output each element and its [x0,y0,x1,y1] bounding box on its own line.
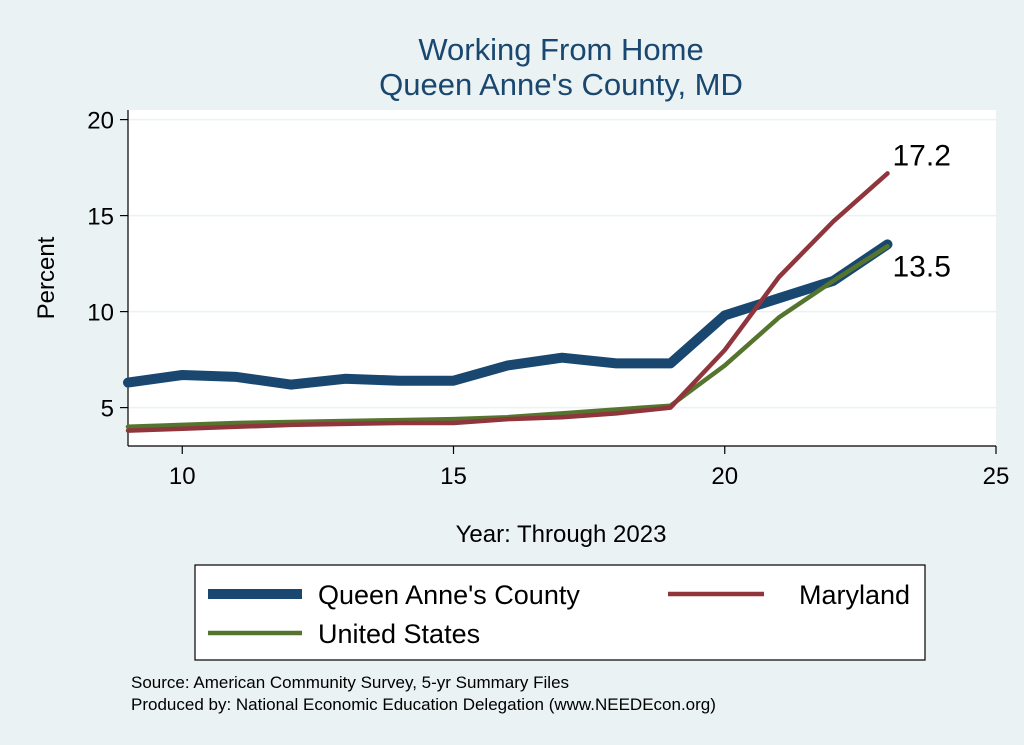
end-label: 17.2 [893,139,951,172]
producer-note: Produced by: National Economic Education… [131,695,716,714]
legend-box [194,564,926,661]
source-notes: Source: American Community Survey, 5-yr … [131,673,716,714]
series-lines [123,171,893,433]
y-tick-label: 10 [87,300,114,327]
y-axis-title: Percent [33,236,60,319]
chart-title-line-2: Queen Anne's County, MD [379,67,743,102]
chart-title-line-1: Working From Home [418,32,703,67]
y-tick-label: 5 [101,396,114,423]
legend: Queen Anne's County Maryland United States [194,564,926,661]
x-tick-label: 20 [711,463,738,490]
series-line-maryland [125,171,890,433]
chart-titles: Working From Home Queen Anne's County, M… [33,32,743,548]
end-value-labels: 17.2 13.5 [893,139,951,283]
plot-background [128,110,996,446]
legend-label: Queen Anne's County [318,580,580,610]
y-tick-label: 15 [87,204,114,231]
x-tick-label: 25 [983,463,1010,490]
y-tick-label: 20 [87,108,114,135]
x-tick-label: 10 [169,463,196,490]
gridlines [128,118,996,409]
legend-label: United States [318,619,480,649]
x-axis-title: Year: Through 2023 [456,521,667,548]
axes: 5 10 15 20 10 15 20 25 [87,108,1009,490]
end-label: 13.5 [893,250,951,283]
source-note: Source: American Community Survey, 5-yr … [131,673,569,692]
legend-label: Maryland [799,580,910,610]
x-tick-label: 15 [440,463,467,490]
